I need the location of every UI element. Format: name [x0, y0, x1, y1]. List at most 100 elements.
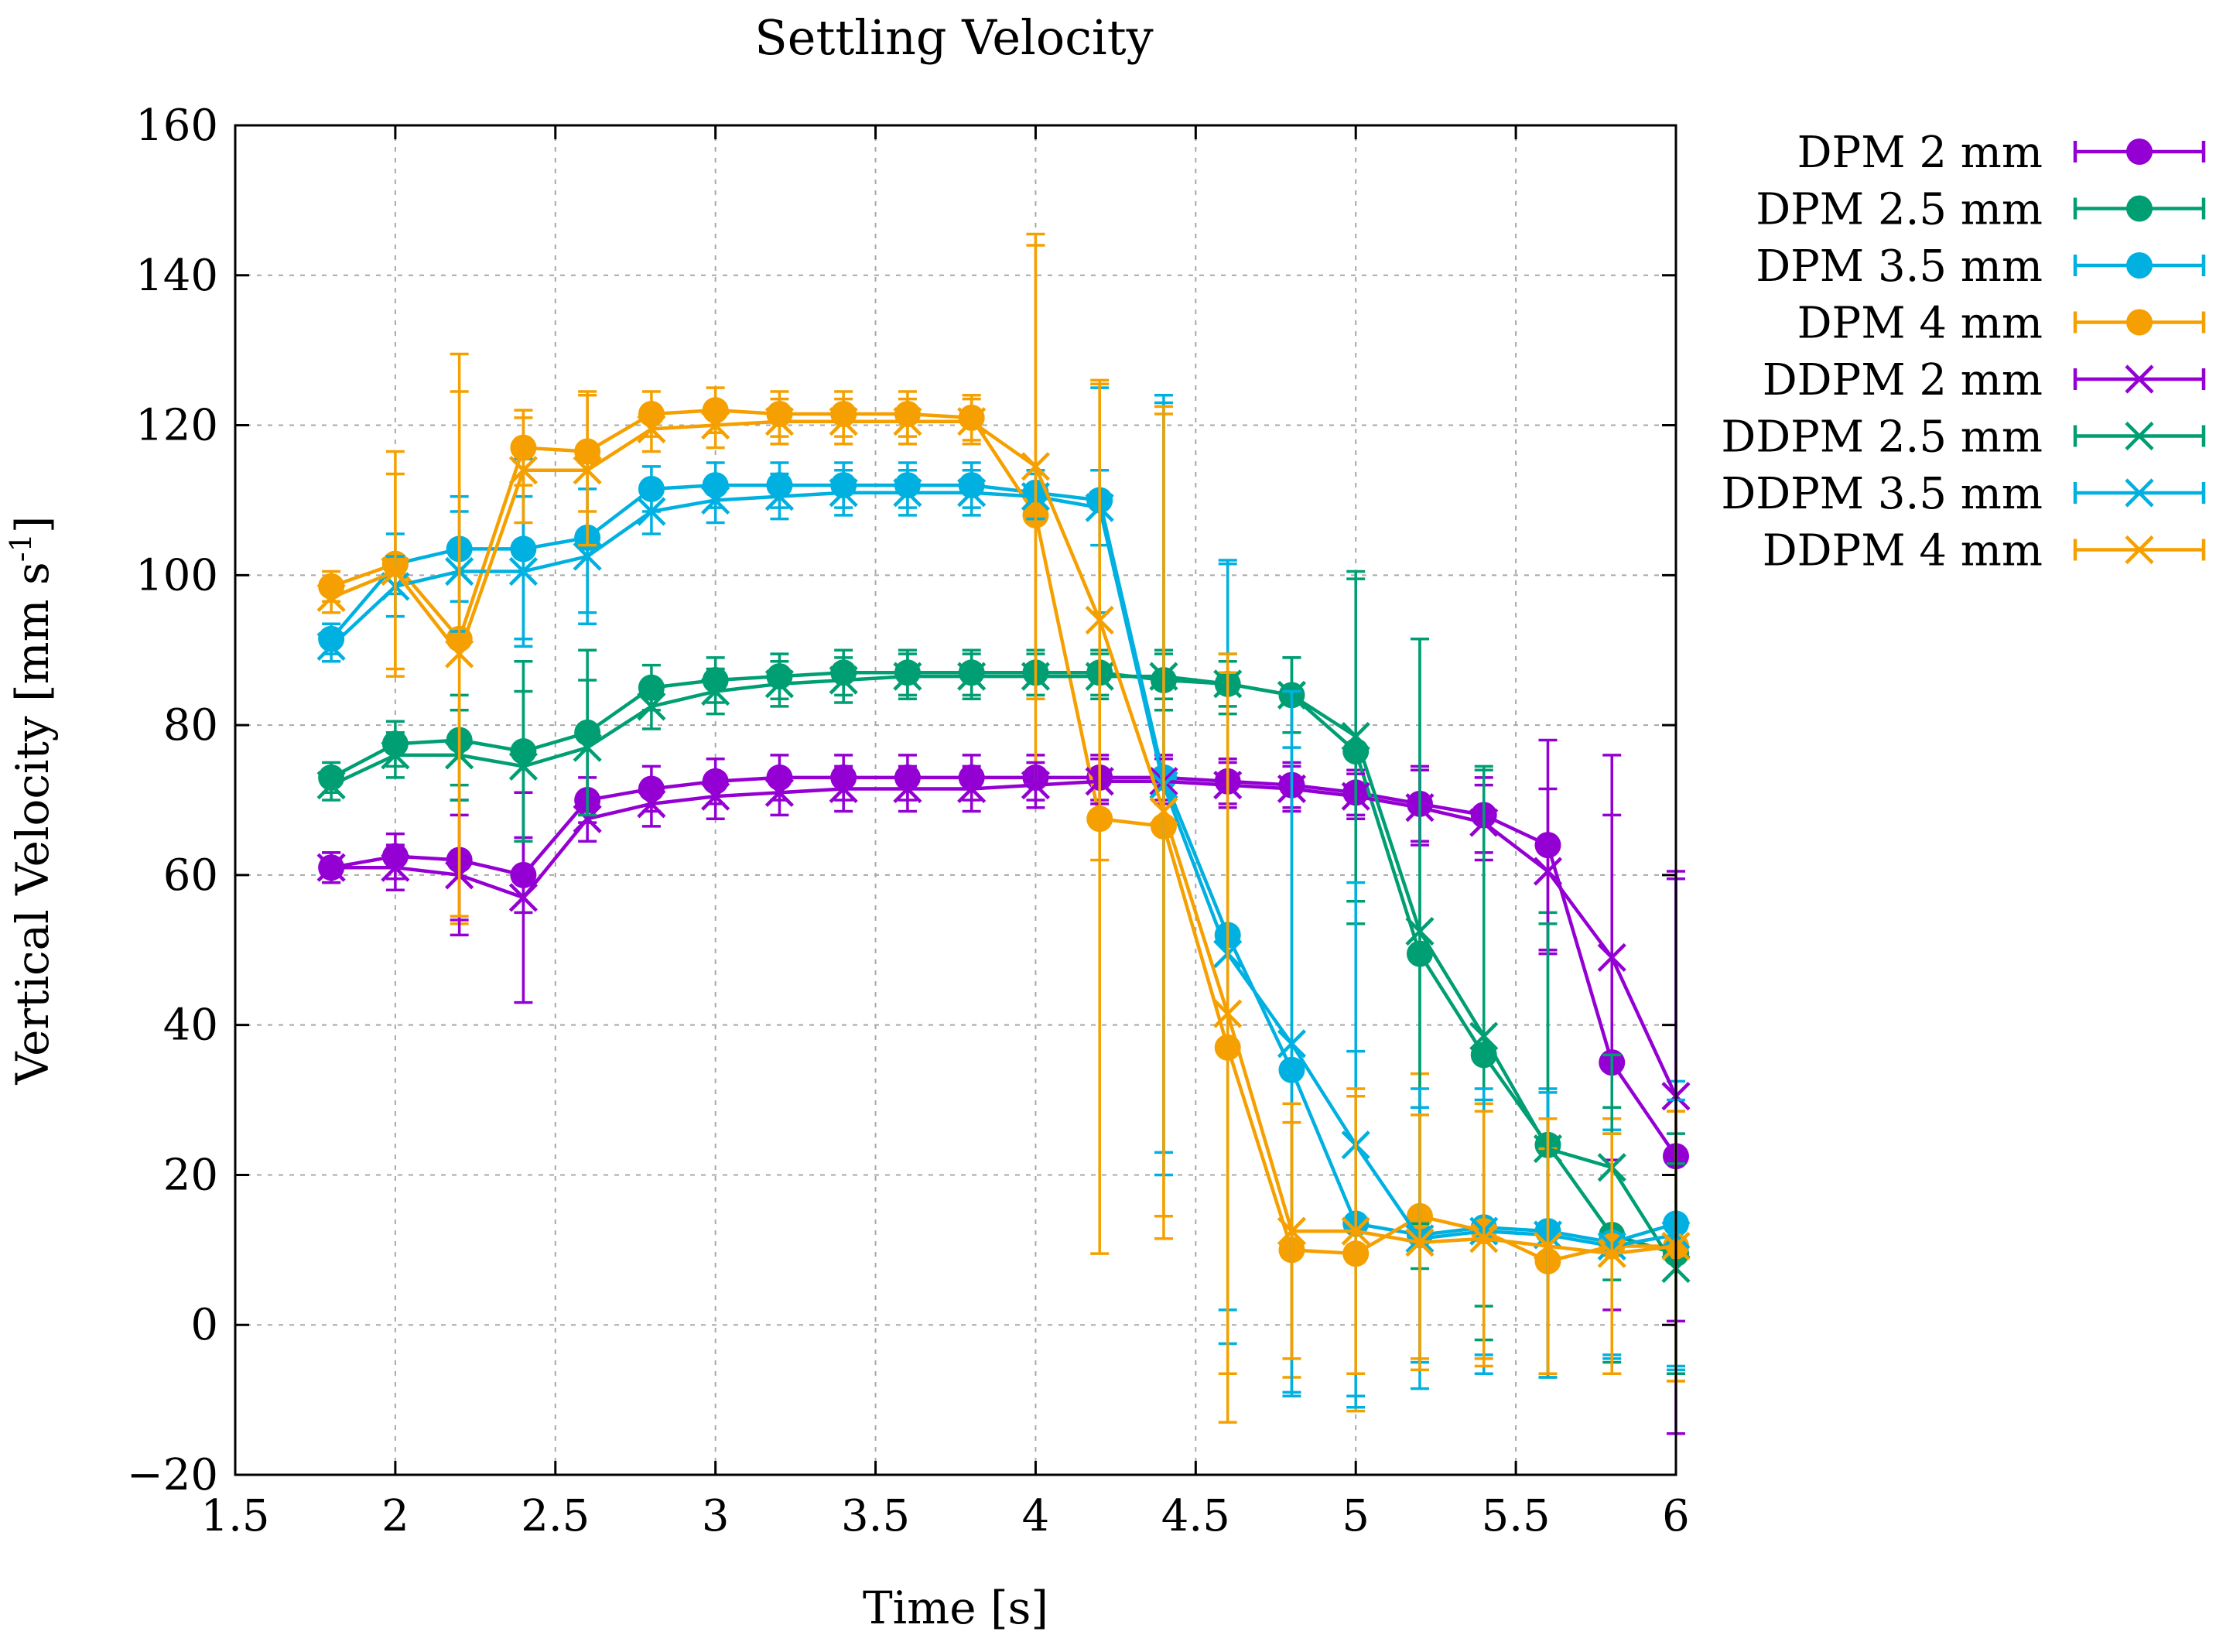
legend-entry-ddpm-2_5-mm: DDPM 2.5 mm: [1721, 412, 2206, 463]
series-ddpm-4-mm: [316, 232, 1691, 1383]
data-point: [1405, 1228, 1435, 1257]
legend-entry-ddpm-4-mm: DDPM 4 mm: [1763, 526, 2206, 576]
data-point: [764, 407, 795, 436]
data-point: [316, 853, 346, 882]
data-point: [829, 478, 858, 508]
data-point: [957, 407, 987, 436]
x-tick-label: 5: [1342, 1491, 1370, 1541]
legend-swatch-marker: [2126, 139, 2153, 165]
data-point: [508, 456, 538, 485]
data-point: [701, 782, 730, 811]
legend-entry-ddpm-3_5-mm: DDPM 3.5 mm: [1721, 469, 2206, 519]
series-line: [330, 408, 1676, 1264]
legend-label: DPM 4 mm: [1797, 299, 2043, 349]
y-tick-label: 0: [190, 1300, 218, 1350]
legend-label: DPM 3.5 mm: [1756, 241, 2043, 292]
data-point: [1021, 452, 1051, 481]
data-point: [573, 804, 602, 833]
legend-entry-dpm-2_5-mm: DPM 2.5 mm: [1756, 185, 2206, 235]
legend-entry-dpm-3_5-mm: DPM 3.5 mm: [1756, 241, 2206, 292]
legend-entry-dpm-4-mm: DPM 4 mm: [1797, 299, 2206, 349]
data-point: [957, 774, 987, 804]
x-tick-label: 3.5: [841, 1491, 910, 1541]
data-point: [508, 751, 538, 781]
y-axis-label-main: Vertical Velocity [mm s: [6, 562, 59, 1085]
x-tick-label: 5.5: [1482, 1491, 1551, 1541]
data-point: [1021, 771, 1051, 800]
y-tick-label: 140: [135, 251, 218, 301]
y-tick-label: 100: [135, 550, 218, 600]
legend-label: DDPM 4 mm: [1763, 526, 2043, 576]
y-axis-label-exponent: -1: [4, 533, 38, 562]
legend-label: DPM 2.5 mm: [1756, 185, 2043, 235]
data-point: [1533, 1231, 1563, 1261]
x-tick-label: 4: [1022, 1491, 1050, 1541]
y-tick-label: 160: [135, 101, 218, 151]
data-point: [893, 662, 922, 691]
data-point: [1277, 1029, 1307, 1059]
data-point: [1277, 1216, 1307, 1246]
data-point: [1213, 999, 1243, 1028]
y-tick-label: 20: [163, 1150, 218, 1200]
data-point: [1085, 605, 1114, 635]
legend-entry-dpm-2-mm: DPM 2 mm: [1797, 128, 2206, 178]
data-point: [764, 778, 795, 807]
data-point: [1341, 722, 1370, 751]
legend-swatch-marker: [2126, 309, 2153, 336]
data-point: [1469, 1021, 1499, 1051]
data-point: [893, 478, 922, 508]
data-point: [1533, 857, 1563, 886]
data-point: [829, 665, 858, 695]
x-tick-label: 4.5: [1161, 1491, 1230, 1541]
legend-label: DDPM 2.5 mm: [1721, 412, 2043, 463]
legend-swatch-marker: [2125, 421, 2154, 451]
x-tick-label: 2: [381, 1491, 409, 1541]
series-line: [331, 779, 1678, 1097]
x-tick-label: 3: [702, 1491, 730, 1541]
series-line: [330, 775, 1677, 1158]
y-tick-label: 80: [163, 700, 218, 751]
legend: DPM 2 mm DPM 2.5 mm DPM 3.5 mm DPM 4 mm DDPM…: [1721, 128, 2206, 576]
legend-label: DDPM 2 mm: [1763, 355, 2043, 405]
data-point: [1597, 1239, 1626, 1268]
data-point: [1341, 1216, 1370, 1246]
data-point: [957, 662, 987, 691]
data-point: [573, 733, 602, 762]
legend-swatch-marker: [2126, 252, 2153, 279]
data-point: [764, 482, 795, 511]
y-tick-label: −20: [127, 1450, 218, 1500]
legend-swatch-marker: [2125, 535, 2154, 565]
series-ddpm-2_5-mm: [316, 569, 1691, 1375]
chart-title: Settling Velocity: [754, 9, 1153, 66]
data-point: [1405, 916, 1435, 946]
data-point: [573, 456, 602, 485]
data-point: [1149, 796, 1178, 826]
data-point: [445, 639, 474, 669]
legend-swatch-marker: [2125, 478, 2154, 508]
series-line: [330, 419, 1677, 1256]
data-point: [637, 414, 666, 443]
data-point: [316, 771, 346, 800]
legend-swatch-marker: [2126, 195, 2153, 222]
legend-swatch-marker: [2125, 364, 2154, 394]
legend-entry-ddpm-2-mm: DDPM 2 mm: [1763, 355, 2206, 405]
series-line: [330, 671, 1677, 1256]
series-line: [330, 483, 1677, 1244]
data-point: [701, 410, 730, 440]
series-line: [330, 491, 1677, 1248]
data-point: [764, 669, 795, 699]
data-point: [637, 497, 666, 526]
data-point: [701, 485, 730, 515]
legend-label: DPM 2 mm: [1797, 128, 2043, 178]
data-point: [1469, 1224, 1499, 1254]
plot-frame: [234, 124, 1677, 1476]
y-axis-label-close: ]: [6, 516, 59, 534]
data-point: [637, 692, 666, 721]
x-axis-label: Time [s]: [863, 1582, 1048, 1634]
data-point: [316, 583, 346, 612]
y-axis-label: Vertical Velocity [mm s-1]: [4, 516, 59, 1086]
data-point: [893, 774, 922, 804]
data-point: [829, 774, 858, 804]
data-point: [957, 478, 987, 508]
